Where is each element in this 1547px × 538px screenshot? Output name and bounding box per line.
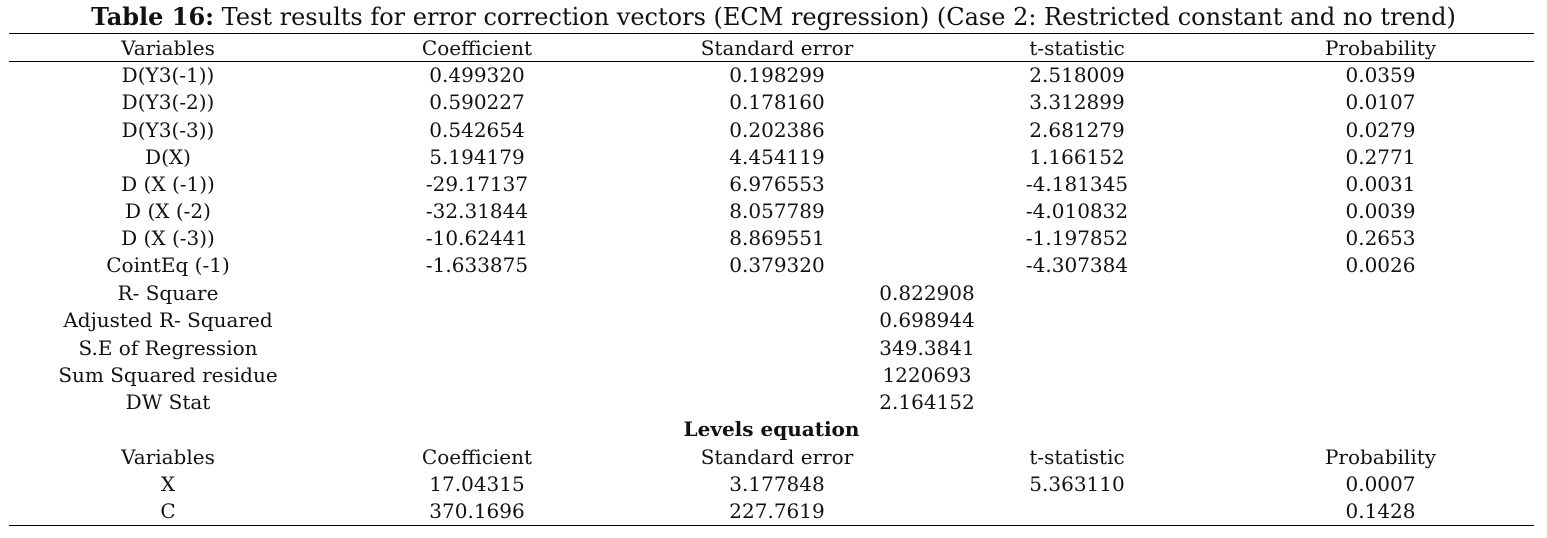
caption-label: Table 16:: [91, 2, 215, 31]
levels-equation-title: Levels equation: [683, 417, 860, 441]
table-row: D(Y3(-3)) 0.542654 0.202386 2.681279 0.0…: [9, 117, 1534, 144]
stat-label: R- Square: [117, 281, 219, 305]
header-variables: Variables: [121, 36, 215, 60]
table-caption: Table 16: Test results for error correct…: [0, 2, 1547, 32]
levels-header-coefficient: Coefficient: [421, 445, 533, 469]
table-row: CointEq (-1) -1.633875 0.379320 -4.30738…: [9, 252, 1534, 279]
stat-value: 0.822908: [879, 281, 975, 305]
levels-probability: 0.1428: [1345, 499, 1416, 523]
stat-value: 0.698944: [879, 308, 975, 332]
row-coefficient: 0.499320: [429, 63, 525, 87]
row-variable: D (X (-3)): [121, 226, 215, 250]
stat-value: 1220693: [882, 363, 972, 387]
row-probability: 0.2771: [1345, 145, 1416, 169]
row-t-statistic: 2.681279: [1029, 118, 1125, 142]
row-variable: D (X (-1)): [121, 172, 215, 196]
stat-value: 2.164152: [879, 390, 975, 414]
row-t-statistic: 2.518009: [1029, 63, 1125, 87]
stat-label: Adjusted R- Squared: [63, 308, 273, 332]
row-t-statistic: -1.197852: [1025, 226, 1129, 250]
table-row: D(Y3(-1)) 0.499320 0.198299 2.518009 0.0…: [9, 62, 1534, 89]
header-t-statistic: t-statistic: [1029, 36, 1125, 60]
stat-row: S.E of Regression 349.3841: [9, 335, 1534, 362]
header-coefficient: Coefficient: [421, 36, 533, 60]
row-standard-error: 8.869551: [729, 226, 825, 250]
row-variable: D(X): [145, 145, 191, 169]
stat-value: 349.3841: [879, 336, 975, 360]
row-probability: 0.0039: [1345, 199, 1416, 223]
row-t-statistic: 3.312899: [1029, 90, 1125, 114]
levels-variable: C: [160, 499, 176, 523]
row-coefficient: -1.633875: [425, 253, 529, 277]
row-probability: 0.0031: [1345, 172, 1416, 196]
stat-label: DW Stat: [125, 390, 211, 414]
caption-text: Test results for error correction vector…: [214, 3, 1456, 31]
row-t-statistic: -4.181345: [1025, 172, 1129, 196]
stat-row: DW Stat 2.164152: [9, 389, 1534, 416]
row-probability: 0.2653: [1345, 226, 1416, 250]
row-probability: 0.0026: [1345, 253, 1416, 277]
levels-variable: X: [160, 472, 176, 496]
levels-coefficient: 17.04315: [429, 472, 525, 496]
row-coefficient: 5.194179: [429, 145, 525, 169]
levels-standard-error: 3.177848: [729, 472, 825, 496]
row-probability: 0.0107: [1345, 90, 1416, 114]
row-t-statistic: 1.166152: [1029, 145, 1125, 169]
row-variable: D(Y3(-2)): [121, 90, 215, 114]
levels-header-t-statistic: t-statistic: [1029, 445, 1125, 469]
levels-t-statistic: 5.363110: [1029, 472, 1125, 496]
stat-label: S.E of Regression: [78, 336, 258, 360]
stat-label: Sum Squared residue: [58, 363, 278, 387]
row-standard-error: 0.178160: [729, 90, 825, 114]
row-coefficient: -10.62441: [425, 226, 529, 250]
top-rule: [9, 33, 1534, 34]
row-t-statistic: -4.307384: [1025, 253, 1129, 277]
row-standard-error: 4.454119: [729, 145, 825, 169]
row-coefficient: -29.17137: [425, 172, 529, 196]
stat-row: Sum Squared residue 1220693: [9, 362, 1534, 389]
table-row: D (X (-1)) -29.17137 6.976553 -4.181345 …: [9, 171, 1534, 198]
row-standard-error: 8.057789: [729, 199, 825, 223]
row-coefficient: -32.31844: [425, 199, 529, 223]
stat-row: R- Square 0.822908: [9, 280, 1534, 307]
header-rule: [9, 61, 1534, 62]
levels-coefficient: 370.1696: [429, 499, 525, 523]
levels-row: X 17.04315 3.177848 5.363110 0.0007: [9, 471, 1534, 498]
row-variable: D(Y3(-3)): [121, 118, 215, 142]
table-row: D (X (-2) -32.31844 8.057789 -4.010832 0…: [9, 198, 1534, 225]
row-variable: CointEq (-1): [106, 253, 230, 277]
header-standard-error: Standard error: [700, 36, 854, 60]
row-variable: D (X (-2): [125, 199, 211, 223]
row-standard-error: 0.202386: [729, 118, 825, 142]
row-probability: 0.0359: [1345, 63, 1416, 87]
levels-header-variables: Variables: [121, 445, 215, 469]
levels-header-probability: Probability: [1324, 445, 1437, 469]
row-coefficient: 0.590227: [429, 90, 525, 114]
header-probability: Probability: [1324, 36, 1437, 60]
row-coefficient: 0.542654: [429, 118, 525, 142]
bottom-rule: [9, 525, 1534, 526]
levels-header-row: Variables Coefficient Standard error t-s…: [9, 444, 1534, 471]
row-standard-error: 0.198299: [729, 63, 825, 87]
table-row: D(X) 5.194179 4.454119 1.166152 0.2771: [9, 144, 1534, 171]
row-variable: D(Y3(-1)): [121, 63, 215, 87]
stat-row: Adjusted R- Squared 0.698944: [9, 307, 1534, 334]
row-probability: 0.0279: [1345, 118, 1416, 142]
row-standard-error: 6.976553: [729, 172, 825, 196]
table-header-row: Variables Coefficient Standard error t-s…: [9, 35, 1534, 62]
levels-standard-error: 227.7619: [729, 499, 825, 523]
table-row: D (X (-3)) -10.62441 8.869551 -1.197852 …: [9, 225, 1534, 252]
table-row: D(Y3(-2)) 0.590227 0.178160 3.312899 0.0…: [9, 89, 1534, 116]
levels-header-standard-error: Standard error: [700, 445, 854, 469]
levels-probability: 0.0007: [1345, 472, 1416, 496]
row-standard-error: 0.379320: [729, 253, 825, 277]
levels-row: C 370.1696 227.7619 0.1428: [9, 498, 1534, 525]
row-t-statistic: -4.010832: [1025, 199, 1129, 223]
